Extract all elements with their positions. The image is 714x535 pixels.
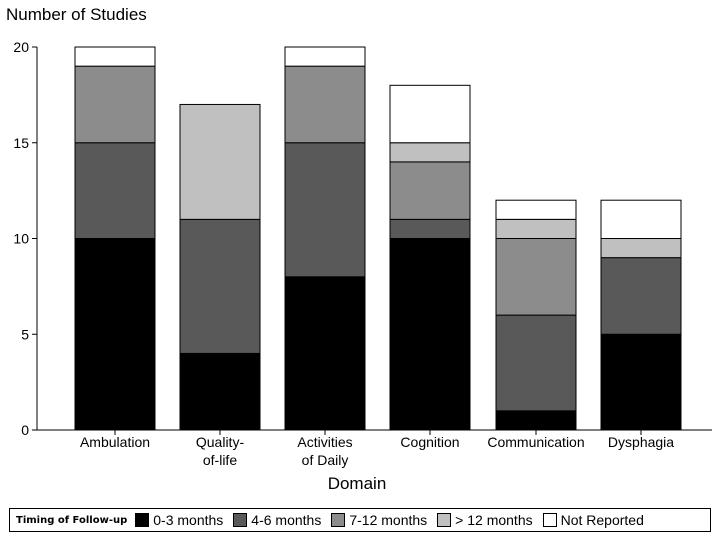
legend-item-0: 0-3 months (135, 512, 223, 528)
x-tick-label-1-0: Quality- (196, 434, 245, 450)
bar-segment-3-3 (389, 142, 471, 163)
legend-swatch-4 (542, 513, 557, 527)
bar-segment-4-2 (495, 238, 577, 316)
x-tick-label-4-0: Communication (487, 434, 584, 450)
bar-segment-5-3 (600, 238, 682, 259)
y-tick-label-5: 5 (21, 326, 29, 342)
x-tick-label-1-1: of-life (203, 452, 237, 468)
legend-label-4: Not Reported (560, 512, 644, 528)
y-tick-label-20: 20 (13, 39, 29, 55)
x-tick-label-2-0: Activities (297, 434, 352, 450)
stacked-bar-chart: 0 5 10 15 20 Ambulation Quality-of-life Activit… (13, 39, 712, 468)
bar-segment-3-0 (389, 238, 471, 431)
bar-segment-4-0 (495, 410, 577, 431)
bar-segment-0-0 (74, 238, 156, 431)
bar-segment-1-1 (179, 218, 261, 354)
legend-label-1: 4-6 months (251, 512, 322, 528)
legend-swatch-0 (135, 513, 150, 527)
bar-segment-0-4 (74, 46, 156, 67)
bar-segment-2-0 (284, 276, 366, 431)
x-tick-label-5-0: Dysphagia (608, 434, 674, 450)
bar-segment-4-3 (495, 218, 577, 240)
bar-segment-5-4 (600, 199, 682, 239)
legend-item-1: 4-6 months (233, 512, 321, 528)
legend-swatch-3 (437, 513, 452, 527)
x-tick-label-3-0: Cognition (400, 434, 459, 450)
bar-segment-2-2 (284, 65, 366, 144)
y-tick-label-15: 15 (13, 135, 29, 151)
bar-segment-4-4 (495, 199, 577, 220)
bar-segment-5-0 (600, 333, 682, 431)
bar-segment-0-1 (74, 142, 156, 239)
bar-segment-3-1 (389, 218, 471, 240)
legend-label-2: 7-12 months (349, 512, 428, 528)
x-axis-title: Domain (327, 474, 387, 493)
legend-item-3: > 12 months (437, 512, 533, 528)
bar-segment-3-4 (389, 84, 471, 144)
legend-label-0: 0-3 months (153, 512, 224, 528)
legend-swatch-1 (233, 513, 248, 527)
x-tick-label-0-0: Ambulation (80, 434, 150, 450)
legend-label-3: > 12 months (455, 512, 533, 528)
bar-segment-2-1 (284, 142, 366, 278)
x-tick-label-2-1: of Daily (302, 452, 349, 468)
y-tick-label-0: 0 (21, 422, 29, 438)
bar-segment-5-1 (600, 257, 682, 335)
bar-segment-1-0 (179, 352, 261, 431)
bar-segment-2-4 (284, 46, 366, 67)
legend-swatch-2 (331, 513, 346, 527)
y-axis-title: Number of Studies (6, 5, 147, 24)
legend-title: Timing of Follow-up (16, 514, 128, 526)
bar-segment-0-2 (74, 65, 156, 144)
bar-segment-1-3 (179, 103, 261, 220)
legend-item-2: 7-12 months (331, 512, 427, 528)
y-tick-label-10: 10 (13, 231, 29, 247)
bar-segment-4-1 (495, 314, 577, 412)
legend-item-4: Not Reported (542, 512, 644, 528)
legend: Timing of Follow-up 0-3 months 4-6 months… (9, 508, 711, 532)
bar-segment-3-2 (389, 161, 471, 220)
